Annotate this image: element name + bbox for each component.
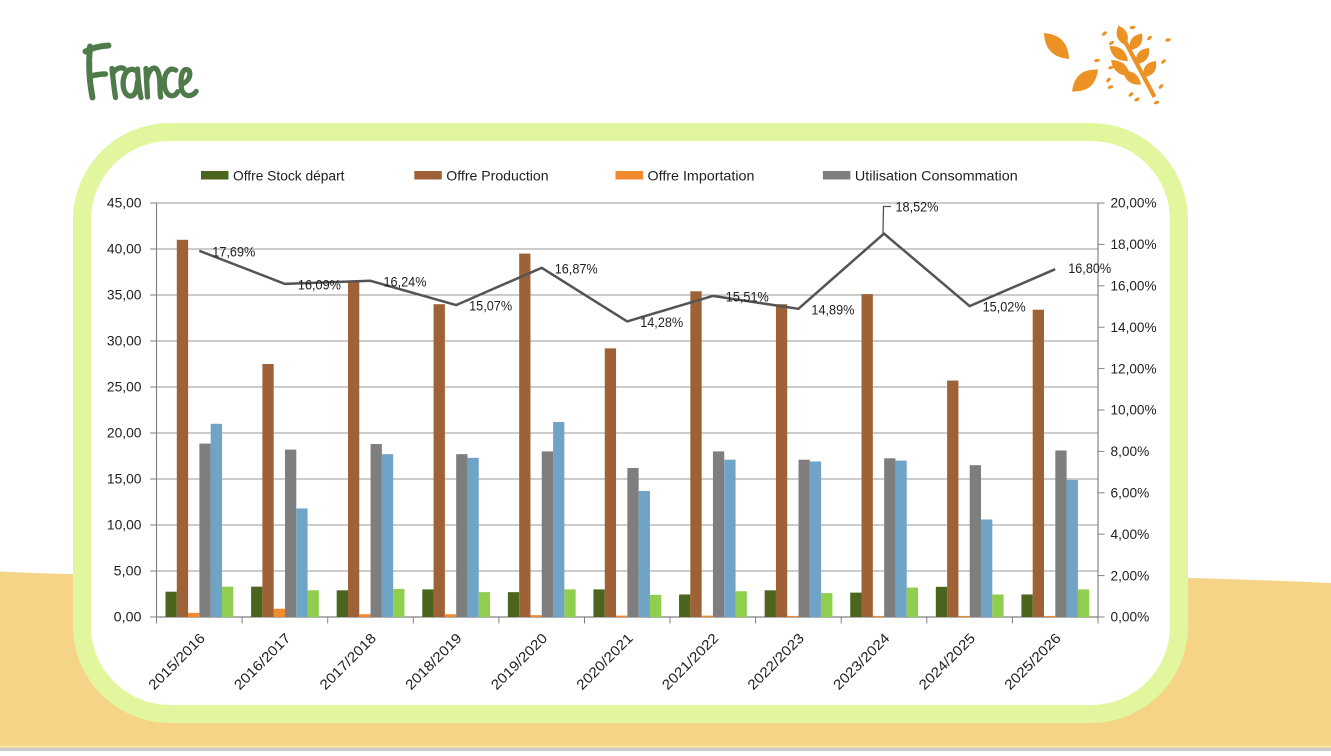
svg-text:2,00%: 2,00% (1111, 567, 1150, 583)
svg-text:14,89%: 14,89% (811, 301, 854, 317)
svg-text:4,00%: 4,00% (1111, 526, 1150, 542)
svg-text:20,00%: 20,00% (1111, 195, 1157, 211)
svg-text:14,28%: 14,28% (640, 314, 683, 330)
svg-text:16,80%: 16,80% (1068, 260, 1111, 276)
svg-text:12,00%: 12,00% (1111, 360, 1157, 376)
svg-text:25,00: 25,00 (107, 379, 142, 395)
svg-text:35,00: 35,00 (107, 287, 142, 303)
svg-text:16,00%: 16,00% (1111, 278, 1157, 294)
svg-text:0,00%: 0,00% (1111, 609, 1150, 625)
svg-text:10,00%: 10,00% (1111, 402, 1157, 418)
svg-text:10,00: 10,00 (107, 517, 142, 533)
svg-text:Offre Stock départ: Offre Stock départ (233, 167, 345, 183)
svg-text:0,00: 0,00 (114, 609, 142, 625)
svg-text:40,00: 40,00 (107, 241, 142, 257)
svg-text:18,52%: 18,52% (896, 198, 939, 214)
svg-text:14,00%: 14,00% (1111, 319, 1157, 335)
svg-text:6,00%: 6,00% (1111, 485, 1150, 501)
svg-text:8,00%: 8,00% (1111, 443, 1150, 459)
svg-text:16,24%: 16,24% (384, 273, 427, 289)
svg-text:20,00: 20,00 (107, 425, 142, 441)
svg-text:16,87%: 16,87% (555, 260, 598, 276)
svg-text:5,00: 5,00 (114, 563, 142, 579)
svg-text:Utilisation Consommation: Utilisation Consommation (855, 167, 1018, 183)
svg-text:Offre Production: Offre Production (446, 167, 548, 183)
svg-text:17,69%: 17,69% (212, 243, 255, 259)
svg-text:45,00: 45,00 (107, 195, 142, 211)
svg-text:15,51%: 15,51% (726, 289, 769, 305)
svg-text:16,09%: 16,09% (298, 277, 341, 293)
svg-text:15,00: 15,00 (107, 471, 142, 487)
svg-text:18,00%: 18,00% (1111, 236, 1157, 252)
svg-text:15,02%: 15,02% (983, 299, 1026, 315)
svg-text:30,00: 30,00 (107, 333, 142, 349)
svg-text:Offre Importation: Offre Importation (648, 167, 755, 183)
svg-text:15,07%: 15,07% (469, 298, 512, 314)
